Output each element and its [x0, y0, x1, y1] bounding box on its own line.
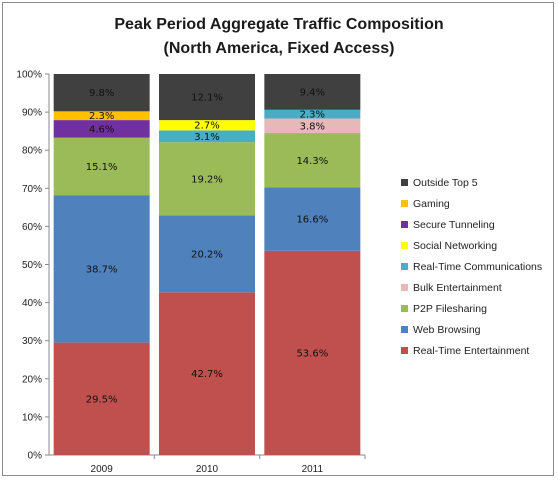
bar-segment	[159, 120, 255, 131]
data-label: 9.4%	[300, 87, 325, 98]
data-label: 12.1%	[191, 93, 223, 104]
y-tick-label: 10%	[22, 412, 42, 423]
data-label: 42.7%	[191, 369, 223, 380]
data-label: 4.6%	[89, 124, 114, 135]
y-tick-label: 20%	[22, 374, 42, 385]
data-label: 3.1%	[194, 132, 219, 143]
y-tick-label: 60%	[22, 222, 42, 233]
y-tick-label: 90%	[22, 108, 42, 119]
chart-title-line-1: Peak Period Aggregate Traffic Compositio…	[114, 16, 443, 33]
legend-label: P2P Filesharing	[413, 303, 487, 315]
legend-label: Real-Time Communications	[413, 261, 542, 273]
bar-segment	[53, 120, 150, 138]
y-tick-label: 80%	[22, 146, 42, 157]
bar-segment	[264, 118, 361, 134]
data-label: 15.1%	[86, 162, 118, 173]
data-label: 2.3%	[300, 110, 325, 121]
data-label: 16.6%	[296, 215, 328, 226]
x-tick-label: 2010	[196, 464, 219, 475]
legend-swatch	[401, 305, 408, 312]
bar-segment	[53, 111, 150, 121]
data-label: 2.7%	[194, 121, 219, 132]
bar-segment	[159, 142, 255, 216]
legend-label: Bulk Entertainment	[413, 282, 502, 294]
legend-label: Secure Tunneling	[413, 219, 495, 231]
chart-frame: Peak Period Aggregate Traffic Compositio…	[2, 2, 554, 476]
legend-swatch	[401, 284, 408, 291]
data-label: 3.8%	[300, 121, 325, 132]
y-tick-label: 30%	[22, 336, 42, 347]
x-tick-label: 2011	[302, 464, 324, 475]
data-label: 9.8%	[89, 88, 114, 99]
y-tick-label: 40%	[22, 298, 42, 309]
legend: Outside Top 5 Gaming Secure Tunneling Socia…	[401, 177, 542, 357]
legend-swatch	[401, 179, 408, 186]
bar-segment	[159, 74, 255, 121]
y-tick-label: 100%	[16, 70, 42, 81]
legend-label: Outside Top 5	[413, 177, 478, 189]
bar-segment	[53, 74, 150, 112]
bar-segment	[53, 342, 150, 455]
plot-area: 0% 10% 20% 30% 40% 50% 60% 70% 80% 90% 100% 29.5% 38…	[16, 70, 366, 475]
y-tick-label: 0%	[28, 451, 43, 462]
legend-swatch	[401, 242, 408, 249]
bar-segment	[53, 195, 150, 343]
data-label: 53.6%	[296, 348, 328, 359]
bar-segment	[264, 109, 361, 119]
data-label: 14.3%	[296, 156, 328, 167]
bar-segment	[159, 130, 255, 143]
data-label: 19.2%	[191, 174, 223, 185]
stacked-bar-chart: Peak Period Aggregate Traffic Compositio…	[16, 16, 542, 475]
legend-label: Real-Time Entertainment	[413, 345, 529, 357]
bar-segment	[159, 292, 255, 455]
data-label: 20.2%	[191, 249, 223, 260]
legend-swatch	[401, 263, 408, 270]
data-label: 29.5%	[86, 394, 118, 405]
y-tick-label: 70%	[22, 184, 42, 195]
legend-label: Social Networking	[413, 240, 497, 252]
legend-label: Gaming	[413, 198, 450, 210]
data-label: 38.7%	[86, 264, 118, 275]
bar-segment	[264, 133, 361, 188]
bar-segment	[53, 137, 150, 196]
x-tick-label: 2009	[91, 464, 114, 475]
data-label: 2.3%	[89, 111, 114, 122]
legend-swatch	[401, 221, 408, 228]
chart-title-line-2: (North America, Fixed Access)	[164, 40, 395, 57]
bar-segment	[159, 215, 255, 293]
bar-segment	[264, 187, 361, 251]
legend-swatch	[401, 347, 408, 354]
legend-label: Web Browsing	[413, 324, 481, 336]
legend-swatch	[401, 200, 408, 207]
legend-swatch	[401, 326, 408, 333]
bar-segment	[264, 74, 361, 110]
y-tick-label: 50%	[22, 260, 42, 271]
bar-segment	[264, 250, 361, 455]
